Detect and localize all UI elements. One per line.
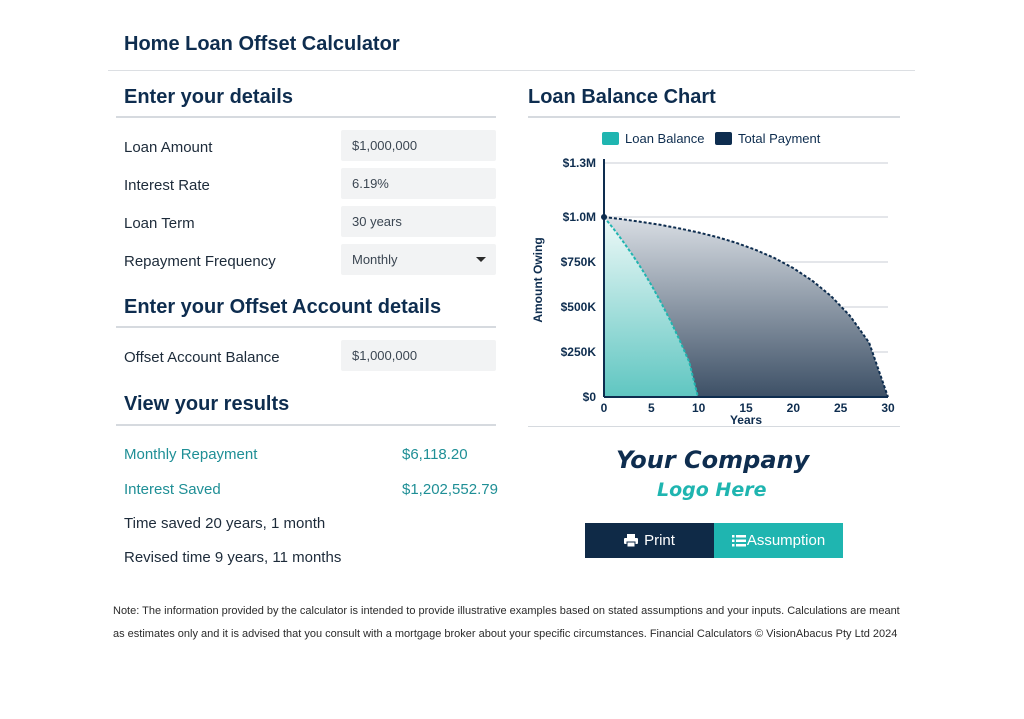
interest-saved-value: $1,202,552.79 xyxy=(402,481,498,498)
company-logo-text: Your Company xyxy=(616,446,810,474)
chart-axes xyxy=(603,159,888,398)
offset-balance-label: Offset Account Balance xyxy=(124,349,280,366)
interest-saved-label: Interest Saved xyxy=(124,481,221,498)
assumption-button[interactable]: Assumption xyxy=(714,523,843,558)
x-tick-label: 0 xyxy=(601,401,608,415)
y-tick-label: $750K xyxy=(561,255,597,269)
chart-legend: Loan Balance Total Payment xyxy=(602,131,821,146)
x-tick-label: 5 xyxy=(648,401,655,415)
loan-balance-line xyxy=(603,216,699,398)
interest-rate-input[interactable]: 6.19% xyxy=(341,168,496,199)
loan-balance-area xyxy=(604,217,698,397)
revised-time-text: Revised time 9 years, 11 months xyxy=(124,549,342,566)
x-tick-label: 30 xyxy=(881,401,895,415)
y-tick-label: $0 xyxy=(583,390,597,404)
results-divider xyxy=(116,424,496,426)
details-heading: Enter your details xyxy=(124,86,293,108)
repayment-frequency-select[interactable]: Monthly xyxy=(341,244,496,275)
y-tick-label: $500K xyxy=(561,300,597,314)
offset-balance-input[interactable]: $1,000,000 xyxy=(341,340,496,371)
legend-swatch xyxy=(715,132,732,145)
chart-heading: Loan Balance Chart xyxy=(528,86,716,108)
loan-term-input[interactable]: 30 years xyxy=(341,206,496,237)
chart-areas xyxy=(601,214,889,398)
y-tick-label: $250K xyxy=(561,345,597,359)
x-axis-label: Years xyxy=(730,413,762,427)
legend-label: Total Payment xyxy=(738,131,821,146)
y-axis-label: Amount Owing xyxy=(531,237,545,322)
loan-amount-label: Loan Amount xyxy=(124,139,213,156)
printer-icon xyxy=(624,534,639,548)
legend-swatch xyxy=(602,132,619,145)
time-saved-text: Time saved 20 years, 1 month xyxy=(124,515,326,532)
loan-term-label: Loan Term xyxy=(124,215,195,232)
repayment-frequency-value: Monthly xyxy=(352,252,398,267)
x-tick-label: 10 xyxy=(692,401,706,415)
offset-divider xyxy=(116,326,496,328)
list-icon xyxy=(731,535,746,547)
interest-rate-label: Interest Rate xyxy=(124,177,210,194)
assumption-label: Assumption xyxy=(746,532,826,549)
logo-placeholder-text: Logo Here xyxy=(657,479,767,501)
results-heading: View your results xyxy=(124,393,290,415)
legend-label: Loan Balance xyxy=(625,131,705,146)
offset-heading: Enter your Offset Account details xyxy=(124,296,442,318)
repayment-frequency-label: Repayment Frequency xyxy=(124,253,276,270)
disclaimer-note: Note: The information provided by the ca… xyxy=(113,605,900,640)
loan-amount-input[interactable]: $1,000,000 xyxy=(341,130,496,161)
loan-balance-chart: Loan Balance Total Payment $0 $250K $500K $7… xyxy=(531,131,895,427)
x-tick-label: 20 xyxy=(787,401,801,415)
x-tick-label: 25 xyxy=(834,401,848,415)
chevron-down-icon xyxy=(476,257,486,262)
x-tick-label: 15 xyxy=(739,401,753,415)
monthly-repayment-label: Monthly Repayment xyxy=(124,446,258,463)
print-label: Print xyxy=(644,532,675,549)
print-button[interactable]: Print xyxy=(585,523,714,558)
y-tick-label: $1.3M xyxy=(563,156,596,170)
title-divider xyxy=(108,70,915,71)
chart-divider-top xyxy=(528,116,900,118)
details-divider xyxy=(116,116,496,118)
monthly-repayment-value: $6,118.20 xyxy=(402,446,468,463)
page-title: Home Loan Offset Calculator xyxy=(124,33,400,55)
total-payment-line xyxy=(603,216,889,398)
chart-divider-bottom xyxy=(528,426,900,427)
chart-ticks: $0 $250K $500K $750K $1.0M $1.3M 0 5 10 15 20 25 30 Y… xyxy=(531,156,895,427)
y-tick-label: $1.0M xyxy=(563,210,596,224)
